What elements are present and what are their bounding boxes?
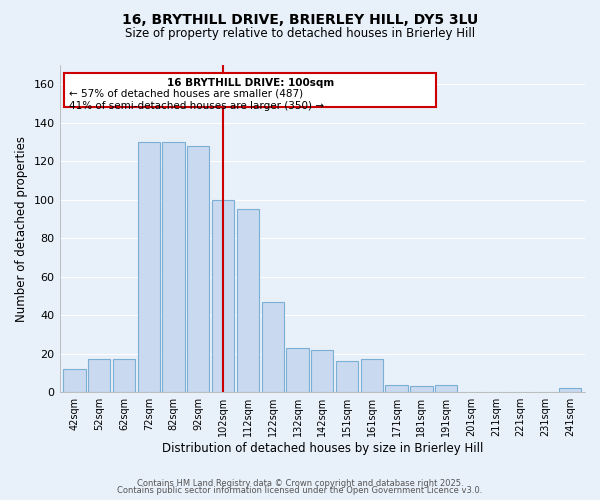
Bar [361, 360, 383, 392]
Text: 41% of semi-detached houses are larger (350) →: 41% of semi-detached houses are larger (… [70, 100, 325, 110]
Bar [212, 200, 234, 392]
Text: 16 BRYTHILL DRIVE: 100sqm: 16 BRYTHILL DRIVE: 100sqm [167, 78, 334, 88]
Bar [435, 384, 457, 392]
Text: Size of property relative to detached houses in Brierley Hill: Size of property relative to detached ho… [125, 28, 475, 40]
Text: 16, BRYTHILL DRIVE, BRIERLEY HILL, DY5 3LU: 16, BRYTHILL DRIVE, BRIERLEY HILL, DY5 3… [122, 12, 478, 26]
Bar [336, 362, 358, 392]
Text: Contains HM Land Registry data © Crown copyright and database right 2025.: Contains HM Land Registry data © Crown c… [137, 478, 463, 488]
Bar [137, 142, 160, 392]
Bar [237, 210, 259, 392]
Bar [262, 302, 284, 392]
Text: Contains public sector information licensed under the Open Government Licence v3: Contains public sector information licen… [118, 486, 482, 495]
Bar [163, 142, 185, 392]
Bar [311, 350, 334, 392]
Bar [286, 348, 308, 392]
Bar [187, 146, 209, 392]
Bar [63, 369, 86, 392]
Text: ← 57% of detached houses are smaller (487): ← 57% of detached houses are smaller (48… [70, 88, 304, 98]
X-axis label: Distribution of detached houses by size in Brierley Hill: Distribution of detached houses by size … [161, 442, 483, 455]
Bar [559, 388, 581, 392]
Bar [113, 360, 135, 392]
FancyBboxPatch shape [64, 72, 436, 108]
Bar [88, 360, 110, 392]
Bar [385, 384, 408, 392]
Bar [410, 386, 433, 392]
Y-axis label: Number of detached properties: Number of detached properties [15, 136, 28, 322]
